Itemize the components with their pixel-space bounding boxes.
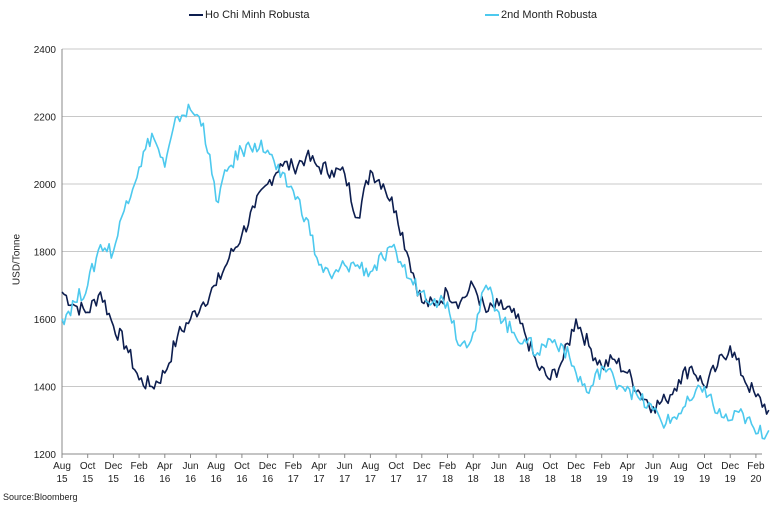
x-tick-label: 16: [236, 474, 248, 485]
axes: [61, 49, 762, 458]
x-tick-label: Oct: [697, 461, 713, 472]
x-tick-label: 17: [416, 474, 428, 485]
x-tick-label: 19: [622, 474, 634, 485]
x-tick-label: 18: [468, 474, 480, 485]
x-tick-label: 18: [570, 474, 582, 485]
series-line-2nd-month: [61, 103, 770, 440]
x-tick-label: 19: [648, 474, 660, 485]
x-tick-label: 17: [288, 474, 300, 485]
x-tick-label: Apr: [311, 461, 327, 472]
y-tick-label: 2400: [34, 45, 57, 56]
x-tick-label: Aug: [53, 461, 71, 472]
x-tick-label: Aug: [670, 461, 688, 472]
x-tick-label: Jun: [337, 461, 353, 472]
x-tick-label: 17: [391, 474, 403, 485]
x-tick-label: Dec: [413, 461, 431, 472]
x-tick-label: Aug: [207, 461, 225, 472]
y-tick-label: 1400: [34, 383, 57, 394]
x-tick-label: Oct: [543, 461, 559, 472]
legend-label-2nd-month: 2nd Month Robusta: [501, 9, 598, 21]
series-lines: [61, 103, 770, 440]
x-tick-label: Jun: [645, 461, 661, 472]
x-tick-label: 17: [313, 474, 325, 485]
x-tick-label: Jun: [491, 461, 507, 472]
x-tick-label: 18: [519, 474, 531, 485]
x-tick-label: Aug: [362, 461, 380, 472]
y-tick-labels: 1200 1400 1600 1800 2000 2200 2400: [34, 45, 57, 461]
x-tick-label: Apr: [620, 461, 636, 472]
x-tick-label: Oct: [80, 461, 96, 472]
x-tick-label: Dec: [105, 461, 123, 472]
x-tick-label: Feb: [439, 461, 457, 472]
y-tick-label: 2000: [34, 180, 57, 191]
x-tick-label: Oct: [388, 461, 404, 472]
x-tick-label: Dec: [259, 461, 277, 472]
x-tick-label: Oct: [234, 461, 250, 472]
x-tick-label: 19: [725, 474, 737, 485]
x-tick-label: 16: [134, 474, 146, 485]
legend-swatch-hcm: [189, 14, 203, 16]
x-tick-label: 19: [673, 474, 685, 485]
legend-label-hcm: Ho Chi Minh Robusta: [205, 9, 310, 21]
x-tick-label: Dec: [721, 461, 739, 472]
x-tick-label: 15: [108, 474, 120, 485]
y-axis-label: USD/Tonne: [11, 233, 23, 286]
x-tick-label: Dec: [567, 461, 585, 472]
y-tick-label: 1600: [34, 315, 57, 326]
legend-item-hcm: Ho Chi Minh Robusta: [189, 9, 310, 21]
x-tick-label: 19: [699, 474, 711, 485]
x-tick-label: Feb: [285, 461, 303, 472]
x-tick-label: Apr: [465, 461, 481, 472]
x-tick-label: 18: [493, 474, 505, 485]
x-tick-label: 18: [545, 474, 557, 485]
x-tick-labels: Aug 15 Oct 15 Dec 15 Feb 16 Apr 16 Jun 16 Aug 16 Oct 16…: [53, 461, 765, 485]
x-tick-label: 16: [185, 474, 197, 485]
x-tick-label: 19: [596, 474, 608, 485]
legend-item-2nd-month: 2nd Month Robusta: [485, 9, 597, 21]
x-tick-label: Aug: [516, 461, 534, 472]
x-tick-label: Feb: [593, 461, 611, 472]
x-tick-label: Jun: [182, 461, 198, 472]
x-tick-label: 15: [82, 474, 94, 485]
x-tick-label: 16: [262, 474, 274, 485]
x-tick-label: 18: [442, 474, 454, 485]
x-tick-label: 15: [56, 474, 68, 485]
legend-swatch-2nd-month: [485, 14, 499, 16]
grid-lines: [62, 48, 762, 387]
x-tick-label: 20: [750, 474, 762, 485]
x-tick-label: Feb: [747, 461, 765, 472]
y-tick-label: 1200: [34, 450, 57, 461]
x-tick-label: 17: [339, 474, 351, 485]
y-tick-label: 2200: [34, 113, 57, 124]
x-tick-label: 16: [211, 474, 223, 485]
x-tick-label: Feb: [130, 461, 148, 472]
x-tick-label: 16: [159, 474, 171, 485]
source-note: Source:Bloomberg: [3, 492, 78, 502]
x-tick-label: Apr: [157, 461, 173, 472]
y-tick-label: 1800: [34, 248, 57, 259]
x-tick-label: 17: [365, 474, 377, 485]
